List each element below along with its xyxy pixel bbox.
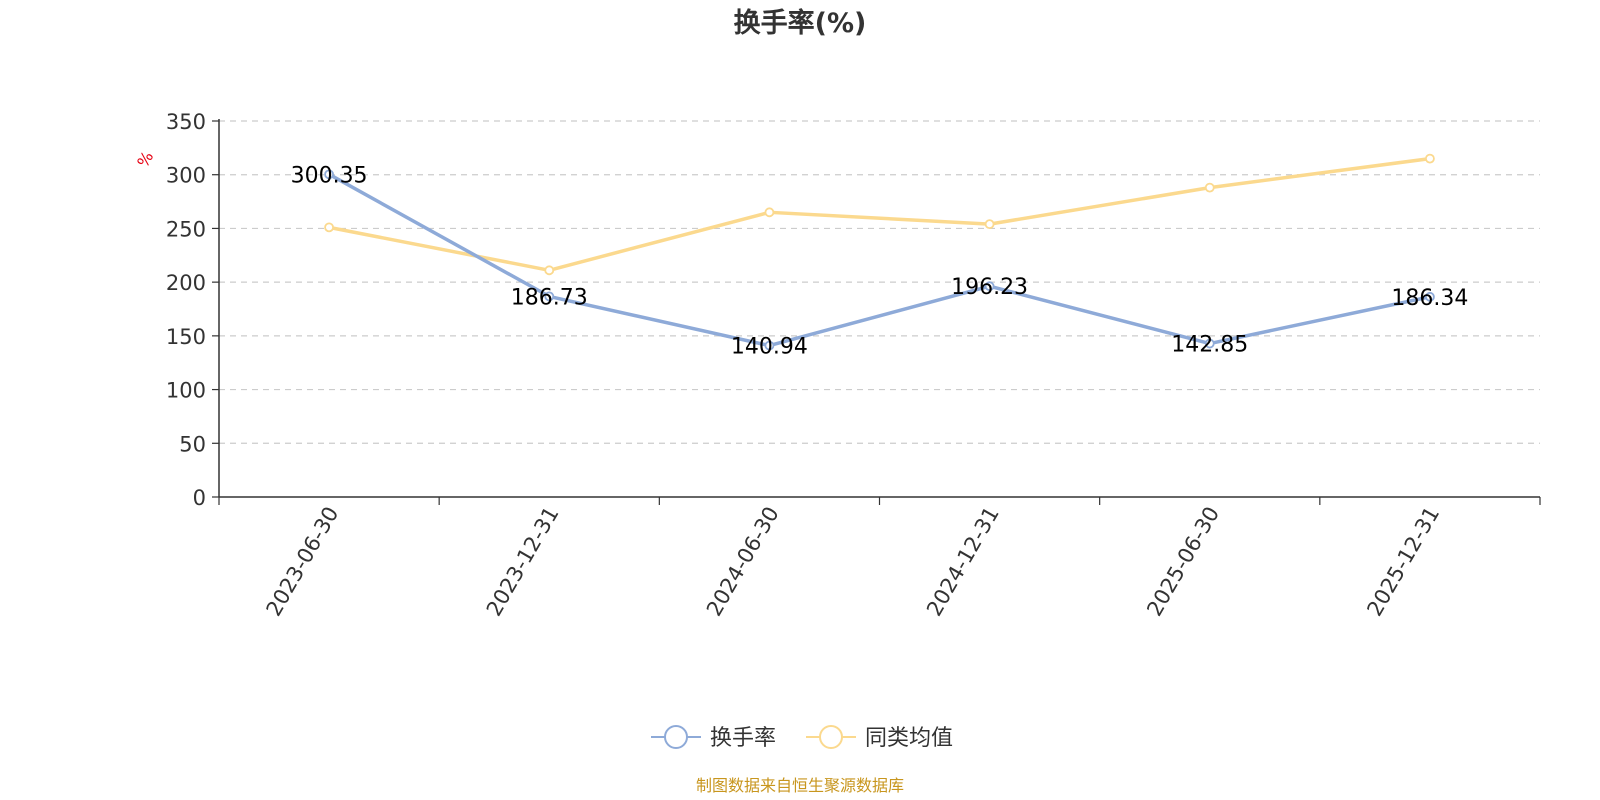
y-tick-label: 100 bbox=[166, 379, 206, 403]
y-tick-label: 250 bbox=[166, 217, 206, 241]
grid-lines bbox=[219, 120, 1540, 444]
data-label: 196.23 bbox=[951, 275, 1028, 300]
x-tick-label: 2025-12-31 bbox=[1362, 503, 1444, 621]
data-label: 142.85 bbox=[1171, 333, 1248, 358]
x-axis-ticks: 2023-06-30 2023-12-31 2024-06-30 2024-12-31… bbox=[262, 503, 1445, 621]
source-note: 制图数据来自恒生聚源数据库 bbox=[696, 776, 904, 795]
data-point bbox=[1204, 182, 1215, 193]
x-tick-label: 2025-06-30 bbox=[1142, 503, 1224, 621]
y-axis-unit: % bbox=[133, 148, 157, 171]
y-tick-label: 200 bbox=[166, 271, 206, 295]
axes bbox=[212, 119, 1541, 505]
data-point bbox=[1425, 153, 1435, 164]
data-label: 186.73 bbox=[511, 285, 588, 310]
y-tick-label: 300 bbox=[166, 164, 206, 188]
x-tick-label: 2023-06-30 bbox=[262, 503, 344, 621]
y-tick-label: 150 bbox=[166, 325, 206, 349]
data-label: 140.94 bbox=[731, 335, 808, 360]
data-point bbox=[764, 207, 775, 218]
data-point bbox=[324, 169, 334, 180]
series-line bbox=[328, 156, 1431, 273]
legend-label: 换手率 bbox=[710, 726, 776, 751]
series-line bbox=[328, 172, 1431, 348]
data-point bbox=[324, 222, 334, 233]
legend: 换手率 同类均值 bbox=[651, 725, 953, 751]
data-point bbox=[984, 281, 995, 292]
data-point bbox=[1425, 291, 1435, 302]
data-label: 186.34 bbox=[1391, 286, 1468, 311]
x-tick-label: 2024-06-30 bbox=[702, 503, 784, 621]
data-point bbox=[764, 340, 775, 351]
data-label: 300.35 bbox=[291, 163, 368, 188]
legend-marker bbox=[819, 725, 843, 749]
data-point bbox=[544, 291, 555, 302]
y-tick-label: 50 bbox=[179, 432, 206, 456]
legend-marker bbox=[664, 725, 688, 749]
data-point bbox=[544, 265, 555, 276]
chart-title: 换手率(%) bbox=[734, 7, 867, 39]
series-group: 300.35 186.73 140.94 196.23 142.85 186.34 bbox=[291, 153, 1468, 360]
x-tick-label: 2023-12-31 bbox=[482, 503, 564, 621]
y-axis-ticks: 0 50 100 150 200 250 300 350 bbox=[166, 110, 206, 510]
y-tick-label: 350 bbox=[166, 110, 206, 134]
x-tick-label: 2024-12-31 bbox=[922, 503, 1004, 621]
data-point bbox=[984, 219, 995, 230]
legend-label: 同类均值 bbox=[865, 726, 953, 751]
data-point bbox=[1204, 338, 1215, 349]
y-tick-label: 0 bbox=[193, 486, 206, 510]
